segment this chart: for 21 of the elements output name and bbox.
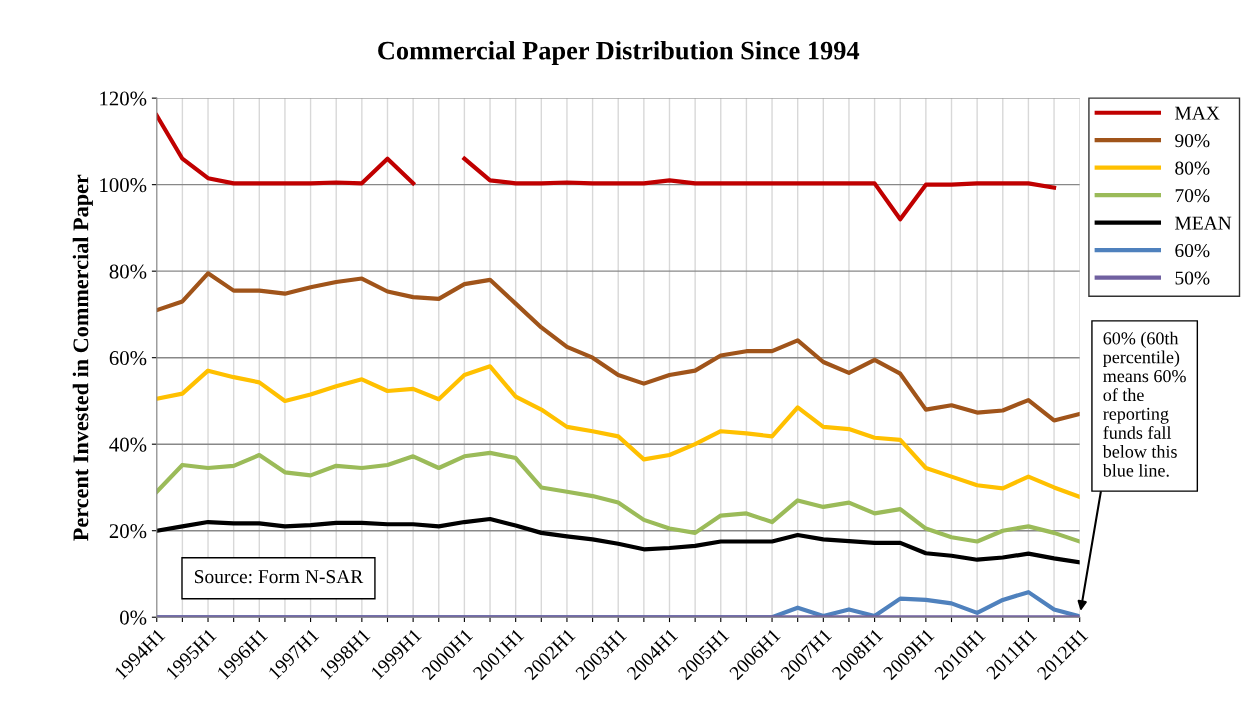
legend-label: 50% bbox=[1175, 271, 1210, 285]
annotation: Source: Form N-SAR bbox=[194, 570, 364, 584]
y-tick-label: 0% bbox=[120, 610, 147, 625]
legend-label: MAX bbox=[1175, 106, 1220, 120]
legend-label: 60% bbox=[1175, 243, 1210, 258]
legend-label: 80% bbox=[1175, 161, 1210, 175]
y-tick-label: 20% bbox=[109, 524, 147, 539]
y-tick-label: 120% bbox=[100, 91, 147, 106]
chart-title: Commercial Paper Distribution Since 1994 bbox=[378, 40, 860, 65]
y-tick-label: 100% bbox=[100, 178, 147, 193]
line-series bbox=[156, 271, 1080, 423]
legend-label: 70% bbox=[1175, 189, 1210, 203]
y-tick-label: 40% bbox=[109, 437, 147, 452]
y-tick-label: 60% bbox=[109, 351, 147, 366]
legend-label: 90% bbox=[1175, 134, 1210, 148]
y-tick-label: 80% bbox=[109, 264, 147, 279]
line-series bbox=[156, 364, 1080, 500]
y-axis-title: Percent Invested in Commercial Paper bbox=[72, 174, 93, 541]
line-series bbox=[156, 450, 1080, 544]
legend-label: MEAN bbox=[1175, 216, 1232, 230]
annotation: 60% (60th percentile) means 60% of the reporting funds fall below this blue line. bbox=[1102, 331, 1186, 477]
